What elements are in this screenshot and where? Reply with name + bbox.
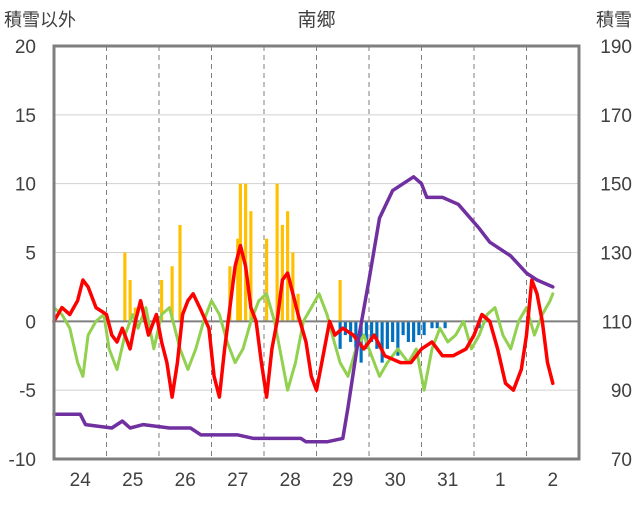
precip-bar <box>160 280 164 322</box>
right-tick-label: 110 <box>602 312 632 333</box>
x-tick-label: 25 <box>122 470 143 491</box>
x-tick-label: 24 <box>70 470 92 491</box>
melt-bar <box>385 321 389 349</box>
x-tick-label: 2 <box>547 470 558 491</box>
right-tick-label: 130 <box>600 244 632 265</box>
melt-bar <box>380 321 384 363</box>
melt-bar <box>435 321 439 329</box>
melt-bar <box>430 321 434 329</box>
left-tick-label: 15 <box>15 106 36 127</box>
plot-frame <box>52 44 581 461</box>
precip-bar <box>178 224 182 322</box>
series-line-purple <box>52 175 555 444</box>
melt-bar <box>338 321 342 349</box>
melt-bar <box>375 321 379 349</box>
left-tick-label: 20 <box>15 37 36 58</box>
left-tick-label: -10 <box>9 450 36 471</box>
right-tick-label: 90 <box>611 381 632 402</box>
x-tick-label: 30 <box>385 470 406 491</box>
precip-bar <box>286 211 290 322</box>
precip-bar <box>280 224 284 322</box>
melt-bar <box>443 321 447 329</box>
series-line-green <box>52 292 555 392</box>
precip-bar <box>265 238 269 322</box>
left-tick-label: 10 <box>15 175 36 196</box>
right-tick-label: 170 <box>600 106 632 127</box>
left-tick-label: 5 <box>25 244 36 265</box>
x-tick-label: 27 <box>227 470 248 491</box>
melt-bar <box>417 321 421 336</box>
x-tick-label: 1 <box>495 470 506 491</box>
precip-bar <box>275 183 279 322</box>
precip-bar <box>244 183 248 322</box>
right-tick-label: 190 <box>600 37 632 58</box>
melt-bar <box>364 321 368 349</box>
precip-bar <box>128 280 132 322</box>
left-axis-label: 積雪以外 <box>4 10 76 30</box>
chart-title: 南郷 <box>297 9 335 31</box>
x-tick-label: 29 <box>332 470 353 491</box>
precip-bar <box>338 280 342 322</box>
right-axis-label: 積雪 <box>596 10 632 30</box>
melt-bar <box>391 321 395 342</box>
melt-bar <box>422 321 426 336</box>
melt-bar <box>401 321 405 336</box>
melt-bar <box>396 321 400 356</box>
melt-bar <box>370 321 374 342</box>
melt-bar <box>412 321 416 342</box>
left-tick-label: 0 <box>25 312 36 333</box>
precip-bar <box>236 238 240 322</box>
melt-bar <box>406 321 410 342</box>
x-tick-label: 26 <box>175 470 196 491</box>
x-tick-label: 28 <box>280 470 301 491</box>
right-tick-label: 70 <box>611 450 632 471</box>
x-tick-label: 31 <box>437 470 458 491</box>
series-line-red <box>52 243 555 399</box>
left-tick-label: -5 <box>19 381 36 402</box>
right-tick-label: 150 <box>600 175 632 196</box>
precip-bar <box>249 211 253 322</box>
precip-bar <box>123 252 127 322</box>
precip-bar <box>170 266 174 322</box>
